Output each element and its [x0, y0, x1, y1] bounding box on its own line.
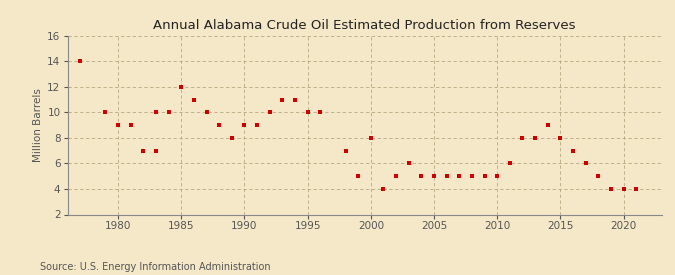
Point — [631, 187, 642, 191]
Point — [429, 174, 439, 178]
Point — [416, 174, 427, 178]
Point — [593, 174, 603, 178]
Point — [163, 110, 174, 115]
Point — [530, 136, 541, 140]
Point — [340, 148, 351, 153]
Point — [176, 85, 187, 89]
Point — [618, 187, 629, 191]
Point — [353, 174, 364, 178]
Point — [555, 136, 566, 140]
Point — [454, 174, 464, 178]
Y-axis label: Million Barrels: Million Barrels — [33, 88, 43, 162]
Point — [605, 187, 616, 191]
Point — [201, 110, 212, 115]
Point — [290, 97, 300, 102]
Point — [404, 161, 414, 166]
Point — [492, 174, 503, 178]
Point — [517, 136, 528, 140]
Point — [479, 174, 490, 178]
Point — [568, 148, 578, 153]
Point — [126, 123, 136, 127]
Point — [138, 148, 148, 153]
Point — [378, 187, 389, 191]
Point — [265, 110, 275, 115]
Point — [214, 123, 225, 127]
Point — [239, 123, 250, 127]
Title: Annual Alabama Crude Oil Estimated Production from Reserves: Annual Alabama Crude Oil Estimated Produ… — [153, 19, 576, 32]
Point — [151, 110, 161, 115]
Point — [100, 110, 111, 115]
Point — [542, 123, 553, 127]
Point — [365, 136, 376, 140]
Point — [302, 110, 313, 115]
Point — [277, 97, 288, 102]
Point — [188, 97, 199, 102]
Point — [252, 123, 263, 127]
Point — [466, 174, 477, 178]
Point — [226, 136, 237, 140]
Point — [580, 161, 591, 166]
Text: Source: U.S. Energy Information Administration: Source: U.S. Energy Information Administ… — [40, 262, 271, 272]
Point — [151, 148, 161, 153]
Point — [391, 174, 402, 178]
Point — [75, 59, 86, 64]
Point — [315, 110, 325, 115]
Point — [504, 161, 515, 166]
Point — [113, 123, 124, 127]
Point — [441, 174, 452, 178]
